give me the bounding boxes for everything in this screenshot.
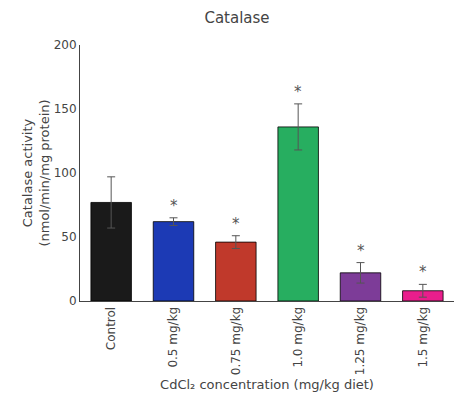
svg-text:100: 100 bbox=[54, 166, 77, 180]
svg-text:0.75 mg/kg: 0.75 mg/kg bbox=[229, 307, 243, 375]
svg-text:1.25 mg/kg: 1.25 mg/kg bbox=[353, 307, 367, 375]
svg-text:*: * bbox=[232, 215, 240, 233]
svg-text:1.0 mg/kg: 1.0 mg/kg bbox=[291, 307, 305, 368]
svg-text:*: * bbox=[419, 263, 427, 281]
svg-text:0.5 mg/kg: 0.5 mg/kg bbox=[166, 307, 180, 368]
svg-text:*: * bbox=[294, 83, 302, 101]
svg-text:200: 200 bbox=[54, 38, 77, 52]
svg-text:CdCl₂ concentration (mg/kg die: CdCl₂ concentration (mg/kg diet) bbox=[160, 377, 374, 392]
svg-text:150: 150 bbox=[54, 102, 77, 116]
svg-text:*: * bbox=[170, 197, 178, 215]
svg-text:Catalase activity(nmol/min/mg: Catalase activity(nmol/min/mg protein) bbox=[20, 99, 52, 246]
svg-text:0: 0 bbox=[69, 294, 77, 308]
svg-text:50: 50 bbox=[61, 230, 76, 244]
svg-text:*: * bbox=[357, 242, 365, 260]
svg-text:Catalase: Catalase bbox=[204, 9, 269, 27]
svg-text:Control: Control bbox=[104, 307, 118, 350]
svg-text:1.5 mg/kg: 1.5 mg/kg bbox=[416, 307, 430, 368]
